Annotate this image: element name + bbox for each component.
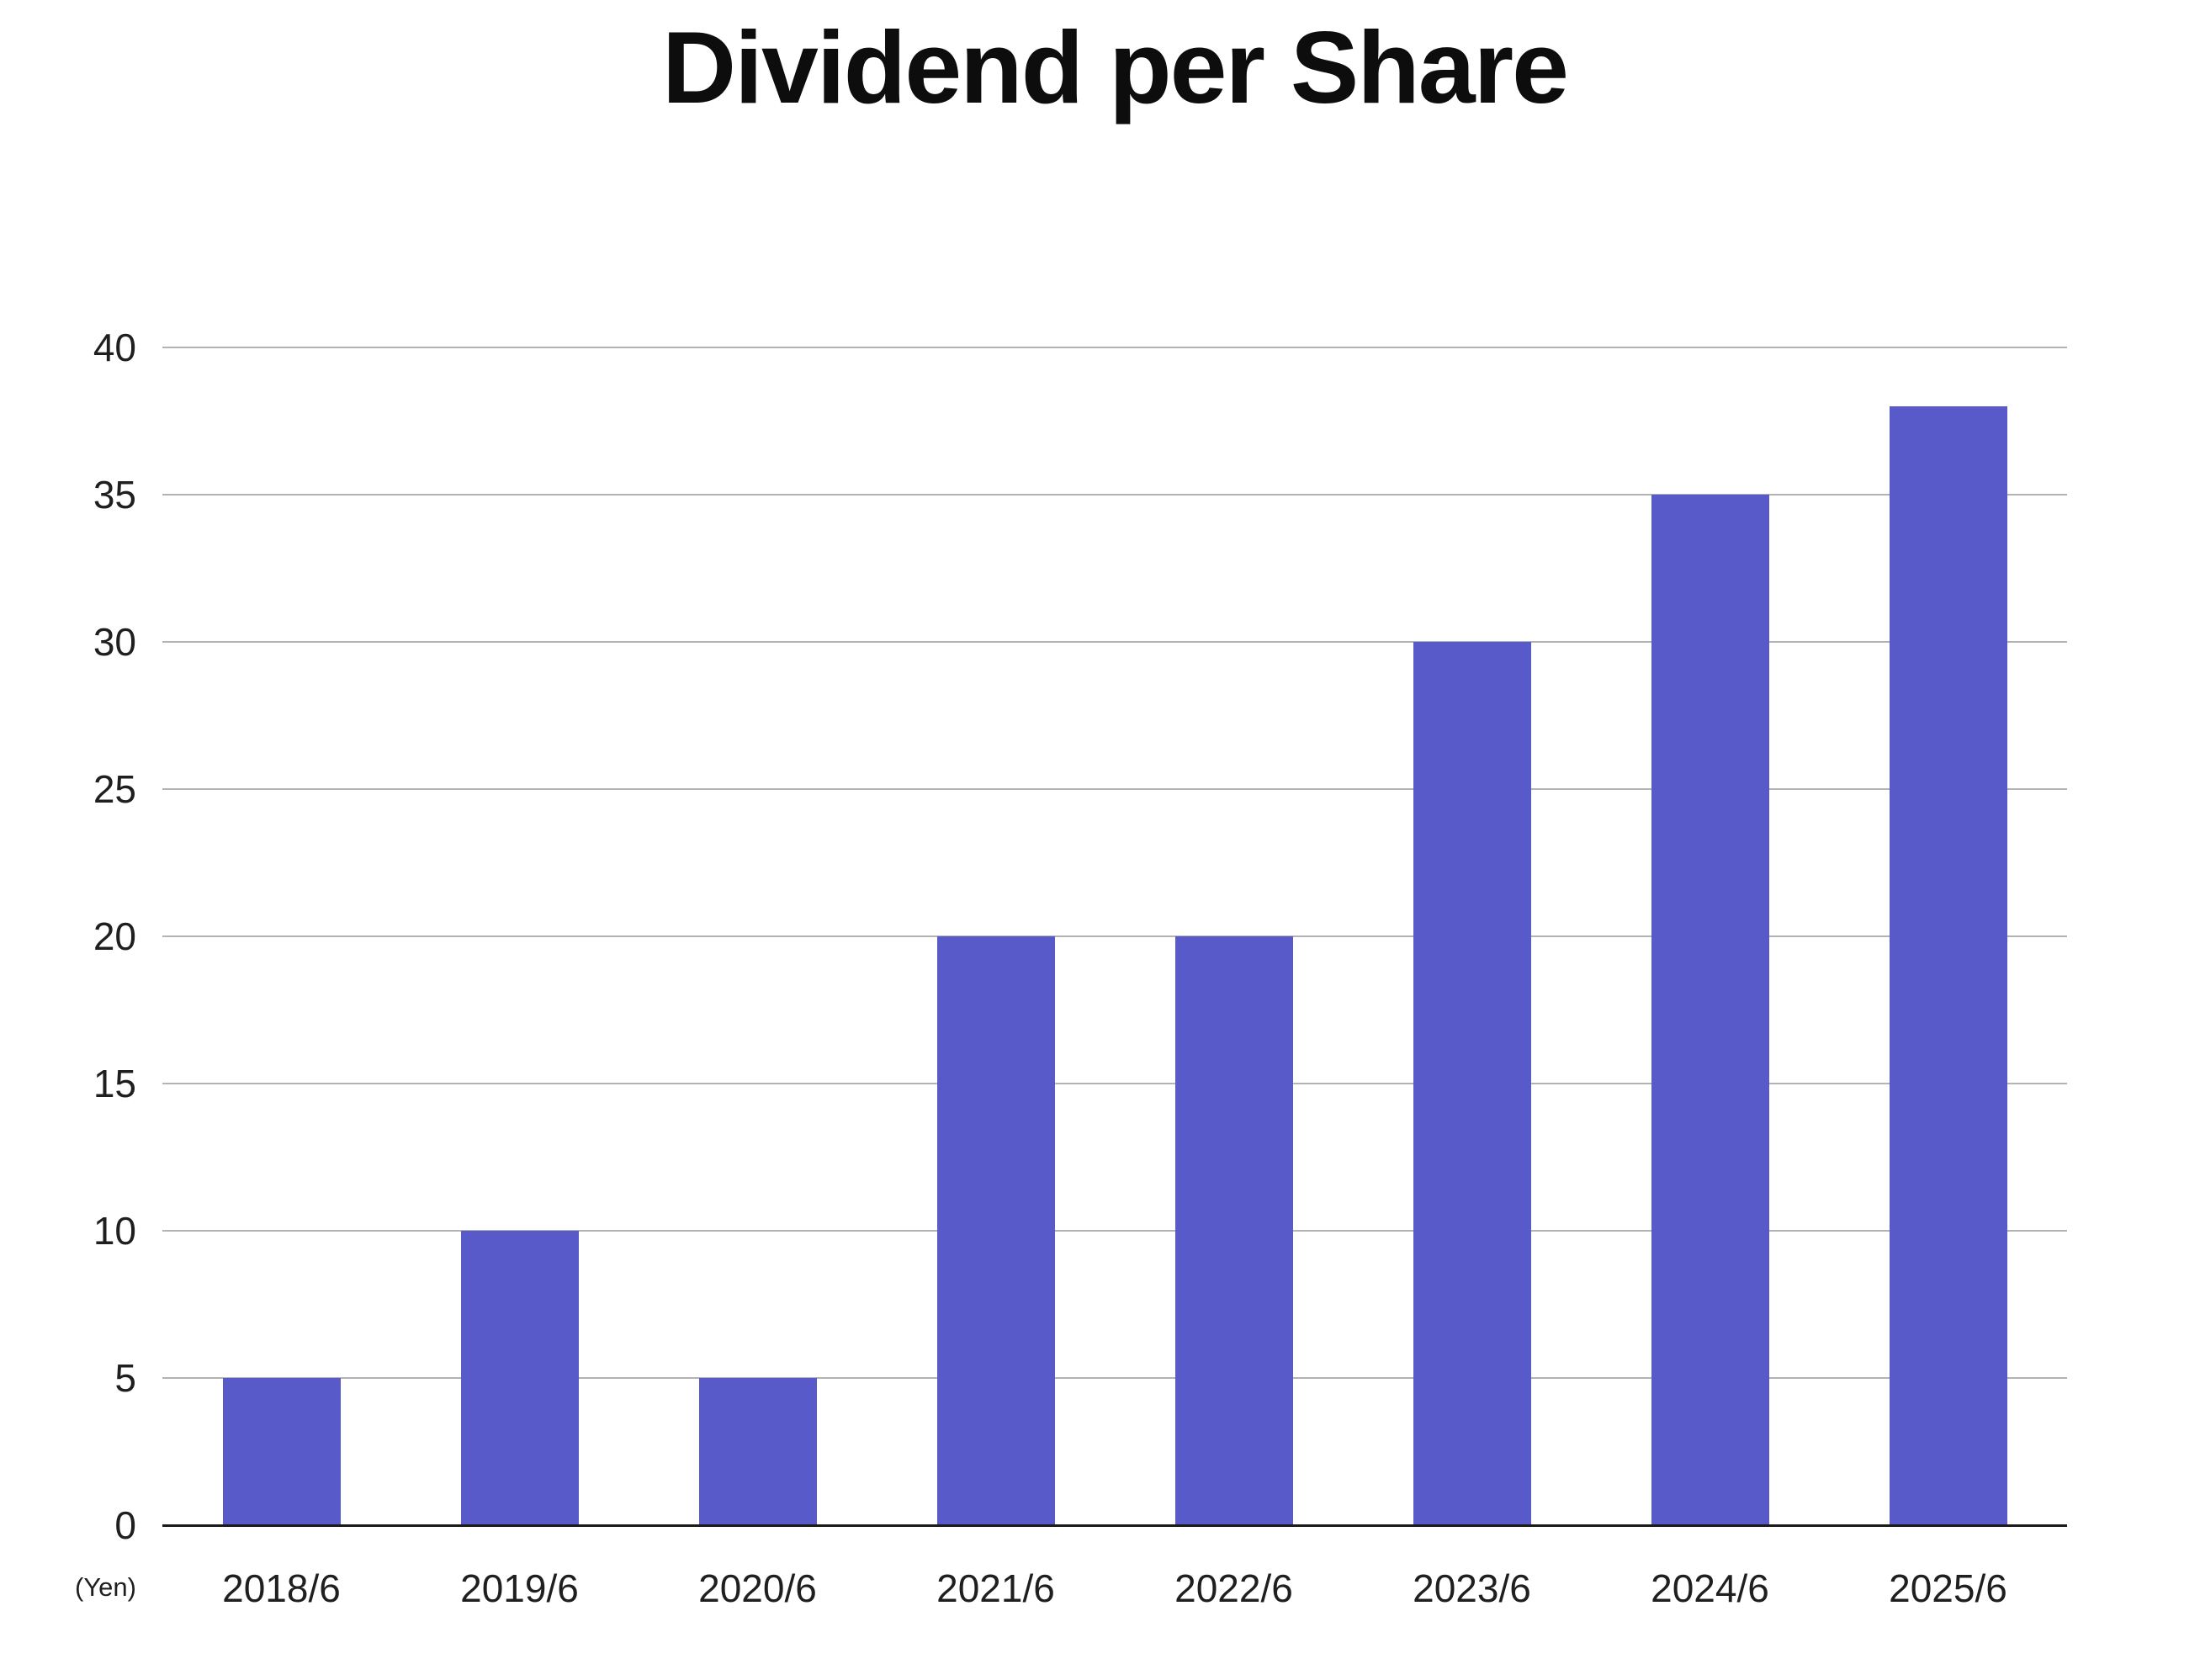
x-tick-label-2025-6: 2025/6: [1889, 1566, 2007, 1610]
y-axis: 0 5 10 15 20 25 30 35 40: [0, 326, 136, 1547]
gridline-y-40: [162, 347, 2067, 348]
y-tick-label-0: 0: [114, 1503, 136, 1547]
x-tick-label-2021-6: 2021/6: [936, 1566, 1055, 1610]
x-tick-label-2019-6: 2019/6: [460, 1566, 579, 1610]
y-tick-label-35: 35: [93, 473, 136, 517]
x-tick-label-2022-6: 2022/6: [1174, 1566, 1293, 1610]
x-axis-line: [162, 1524, 2067, 1527]
gridline-y-10: [162, 1230, 2067, 1232]
x-axis-labels: 2018/6 2019/6 2020/6 2021/6 2022/6 2023/6 2024…: [162, 1565, 2067, 1615]
gridline-y-5: [162, 1377, 2067, 1379]
bar-2024-6: [1651, 495, 1769, 1525]
y-tick-label-15: 15: [93, 1062, 136, 1105]
x-tick-label-2018-6: 2018/6: [222, 1566, 341, 1610]
gridline-y-30: [162, 641, 2067, 643]
bar-2021-6: [936, 936, 1055, 1525]
x-tick-label-2020-6: 2020/6: [698, 1566, 817, 1610]
x-tick-label-2023-6: 2023/6: [1413, 1566, 1531, 1610]
y-tick-label-30: 30: [93, 620, 136, 664]
gridline-y-15: [162, 1083, 2067, 1084]
bar-2018-6: [222, 1378, 341, 1525]
chart-title: Dividend per Share: [662, 10, 1569, 125]
bar-2020-6: [698, 1378, 817, 1525]
bar-2019-6: [460, 1231, 579, 1525]
plot-area: [162, 347, 2067, 1527]
bar-2022-6: [1174, 936, 1293, 1525]
y-tick-label-5: 5: [114, 1356, 136, 1400]
gridline-y-35: [162, 494, 2067, 496]
y-tick-label-40: 40: [93, 326, 136, 369]
bar-2023-6: [1413, 642, 1531, 1525]
y-tick-label-10: 10: [93, 1209, 136, 1253]
y-axis-unit-label: (Yen): [75, 1572, 136, 1602]
y-tick-label-25: 25: [93, 767, 136, 811]
bar-2025-6: [1889, 406, 2007, 1525]
gridline-y-20: [162, 935, 2067, 937]
x-tick-label-2024-6: 2024/6: [1651, 1566, 1769, 1610]
y-tick-label-20: 20: [93, 914, 136, 958]
gridline-y-25: [162, 788, 2067, 790]
